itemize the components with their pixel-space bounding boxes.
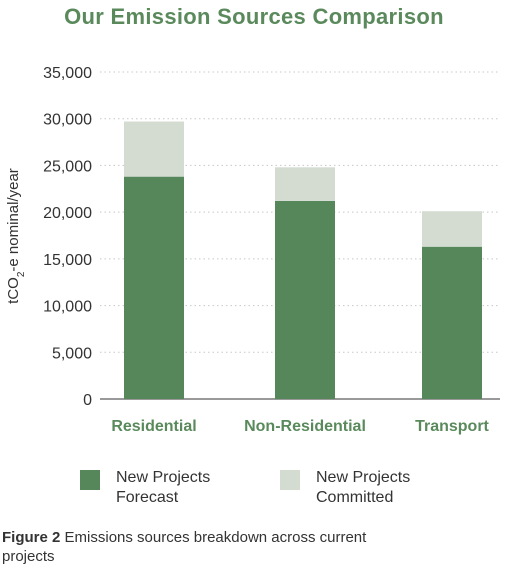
y-tick-label: 35,000 bbox=[43, 65, 92, 82]
y-tick-label: 10,000 bbox=[43, 299, 92, 316]
bars bbox=[124, 121, 482, 399]
caption-label: Figure 2 bbox=[2, 529, 61, 546]
y-tick-label: 5,000 bbox=[52, 345, 92, 362]
legend-label-committed: New Projects Committed bbox=[316, 469, 411, 506]
category-labels: Residential Non-Residential Transport bbox=[111, 418, 489, 435]
y-axis-label: tCO2-e nominal/year bbox=[5, 168, 27, 304]
bar-committed-residential bbox=[124, 121, 184, 177]
bar-forecast-transport bbox=[422, 246, 482, 399]
category-label: Transport bbox=[415, 418, 489, 435]
y-tick-label: 20,000 bbox=[43, 205, 92, 222]
y-tick-label: 25,000 bbox=[43, 158, 92, 175]
category-label: Non-Residential bbox=[244, 418, 366, 435]
bar-forecast-non-residential bbox=[275, 200, 335, 399]
bar-committed-transport bbox=[422, 211, 482, 247]
chart-plot: 0 5,000 10,000 15,000 20,000 25,000 30,000 35,0… bbox=[5, 65, 500, 435]
y-tick-labels: 0 5,000 10,000 15,000 20,000 25,000 30,000 35,0… bbox=[43, 65, 92, 409]
y-tick-label: 30,000 bbox=[43, 112, 92, 129]
figure-caption: Figure 2 Emissions sources breakdown acr… bbox=[2, 528, 422, 566]
category-label: Residential bbox=[111, 418, 196, 435]
legend-swatch-committed bbox=[280, 470, 300, 490]
y-tick-label: 15,000 bbox=[43, 252, 92, 269]
legend-item-forecast: New Projects Forecast bbox=[80, 468, 246, 508]
legend-item-committed: New Projects Committed bbox=[280, 468, 446, 508]
bar-committed-non-residential bbox=[275, 167, 335, 201]
chart-title: Our Emission Sources Comparison bbox=[64, 4, 444, 29]
bar-forecast-residential bbox=[124, 176, 184, 399]
legend-swatch-forecast bbox=[80, 470, 100, 490]
legend-label-forecast: New Projects Forecast bbox=[116, 469, 211, 506]
caption-text: Emissions sources breakdown across curre… bbox=[2, 529, 367, 565]
y-tick-label: 0 bbox=[83, 392, 92, 409]
